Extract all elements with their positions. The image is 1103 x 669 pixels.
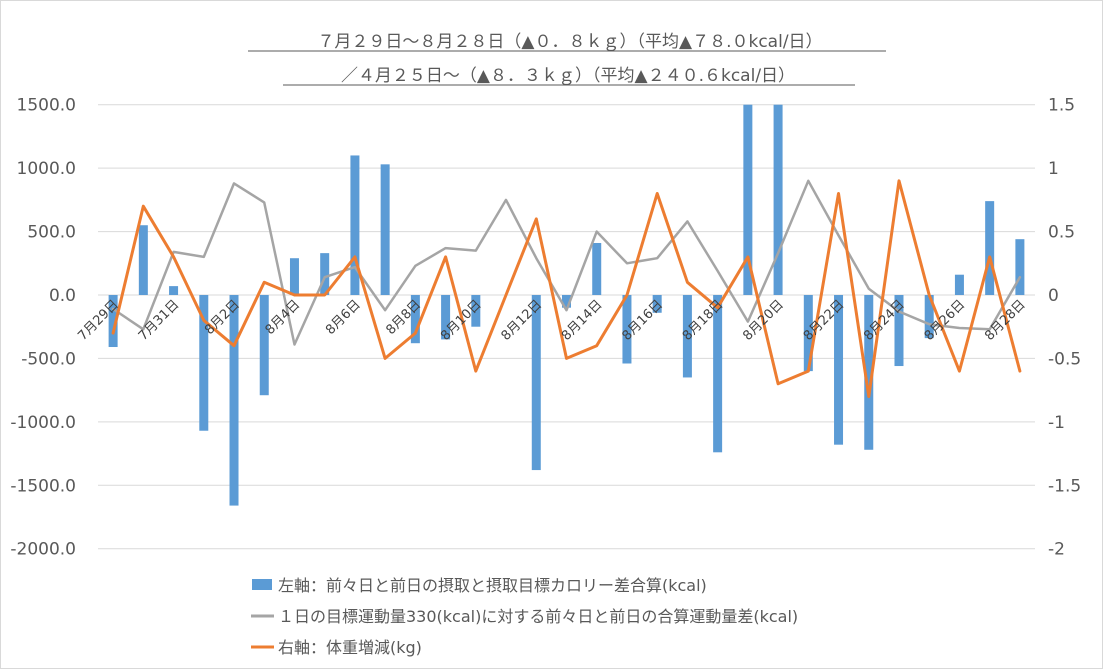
left-axis-tick-label: 0.0 (49, 286, 76, 306)
bar (289, 258, 299, 295)
bar (894, 295, 904, 367)
bar (259, 295, 269, 396)
legend: 左軸：前々日と前日の摂取と摂取目標カロリー差合算(kcal) １日の目標運動量33… (251, 576, 798, 657)
bar (954, 274, 964, 295)
left-axis-tick-label: 1000.0 (17, 159, 76, 179)
x-axis-ticks: 7月29日 7月31日 8月2日 8月4日 8月6日 8月8日 8月10日 8月12日 8月14… (75, 297, 1028, 344)
bar (108, 295, 118, 348)
right-axis-tick-label: 0.5 (1048, 223, 1075, 243)
series-line (111, 179, 1022, 398)
bar (229, 295, 239, 506)
right-axis-tick-label: 1 (1048, 159, 1059, 179)
bar (864, 295, 874, 450)
bar (1015, 239, 1025, 295)
bar (622, 295, 632, 364)
chart-title: ７月２９日～８月２８日（▲０．８ｋｇ）（平均▲７８.０kcal/日） (317, 32, 822, 52)
right-axis-tick-label: -1 (1048, 413, 1065, 433)
bar (441, 295, 451, 340)
legend-entry: 右軸：体重増減(kg) (278, 638, 422, 657)
bar (169, 286, 179, 295)
left-axis-tick-label: -1500.0 (10, 476, 76, 496)
bar (985, 201, 995, 295)
chart-subtitle: ／４月２５日～（▲８．３ｋｇ）（平均▲２４０.６kcal/日） (341, 66, 795, 86)
left-axis-tick-label: -2000.0 (10, 540, 76, 560)
bar-series (108, 104, 1025, 506)
legend-entry: １日の目標運動量330(kcal)に対する前々日と前日の合算運動量差(kcal) (278, 607, 798, 626)
left-axis-tick-label: 500.0 (27, 223, 76, 243)
bar (834, 295, 844, 445)
x-axis-tick-label: 8月6日 (323, 297, 364, 338)
bar (138, 225, 148, 295)
left-axis-tick-label: -1000.0 (10, 413, 76, 433)
left-axis-ticks: 1500.0 1000.0 500.0 0.0 -500.0 -1000.0 -1500.0… (10, 96, 76, 560)
bar (410, 295, 420, 344)
bar (682, 295, 692, 378)
bar (199, 295, 209, 431)
left-axis-tick-label: -500.0 (21, 349, 76, 369)
right-axis-tick-label: 1.5 (1048, 96, 1075, 116)
bar (592, 242, 602, 295)
bar (320, 253, 330, 295)
series-line (111, 179, 1022, 346)
x-axis-tick-label: 7月31日 (136, 297, 183, 344)
bar (471, 295, 481, 327)
right-axis-tick-label: 0 (1048, 286, 1059, 306)
bar (380, 164, 390, 295)
right-axis-tick-label: -0.5 (1048, 349, 1081, 369)
right-axis-tick-label: -1.5 (1048, 476, 1081, 496)
line-series (111, 179, 1022, 398)
left-axis-tick-label: 1500.0 (17, 96, 76, 116)
bar (743, 104, 753, 295)
bar (713, 295, 723, 453)
bar (773, 104, 783, 295)
bar (562, 295, 571, 308)
bar (924, 295, 934, 339)
bar (652, 295, 662, 313)
legend-entry: 左軸：前々日と前日の摂取と摂取目標カロリー差合算(kcal) (278, 576, 707, 595)
bar (531, 295, 541, 471)
bar (350, 155, 360, 295)
right-axis-ticks: 1.5 1 0.5 0 -0.5 -1 -1.5 -2 (1048, 96, 1081, 560)
bar (803, 295, 813, 372)
right-axis-tick-label: -2 (1048, 540, 1065, 560)
legend-swatch-bar (252, 579, 272, 590)
